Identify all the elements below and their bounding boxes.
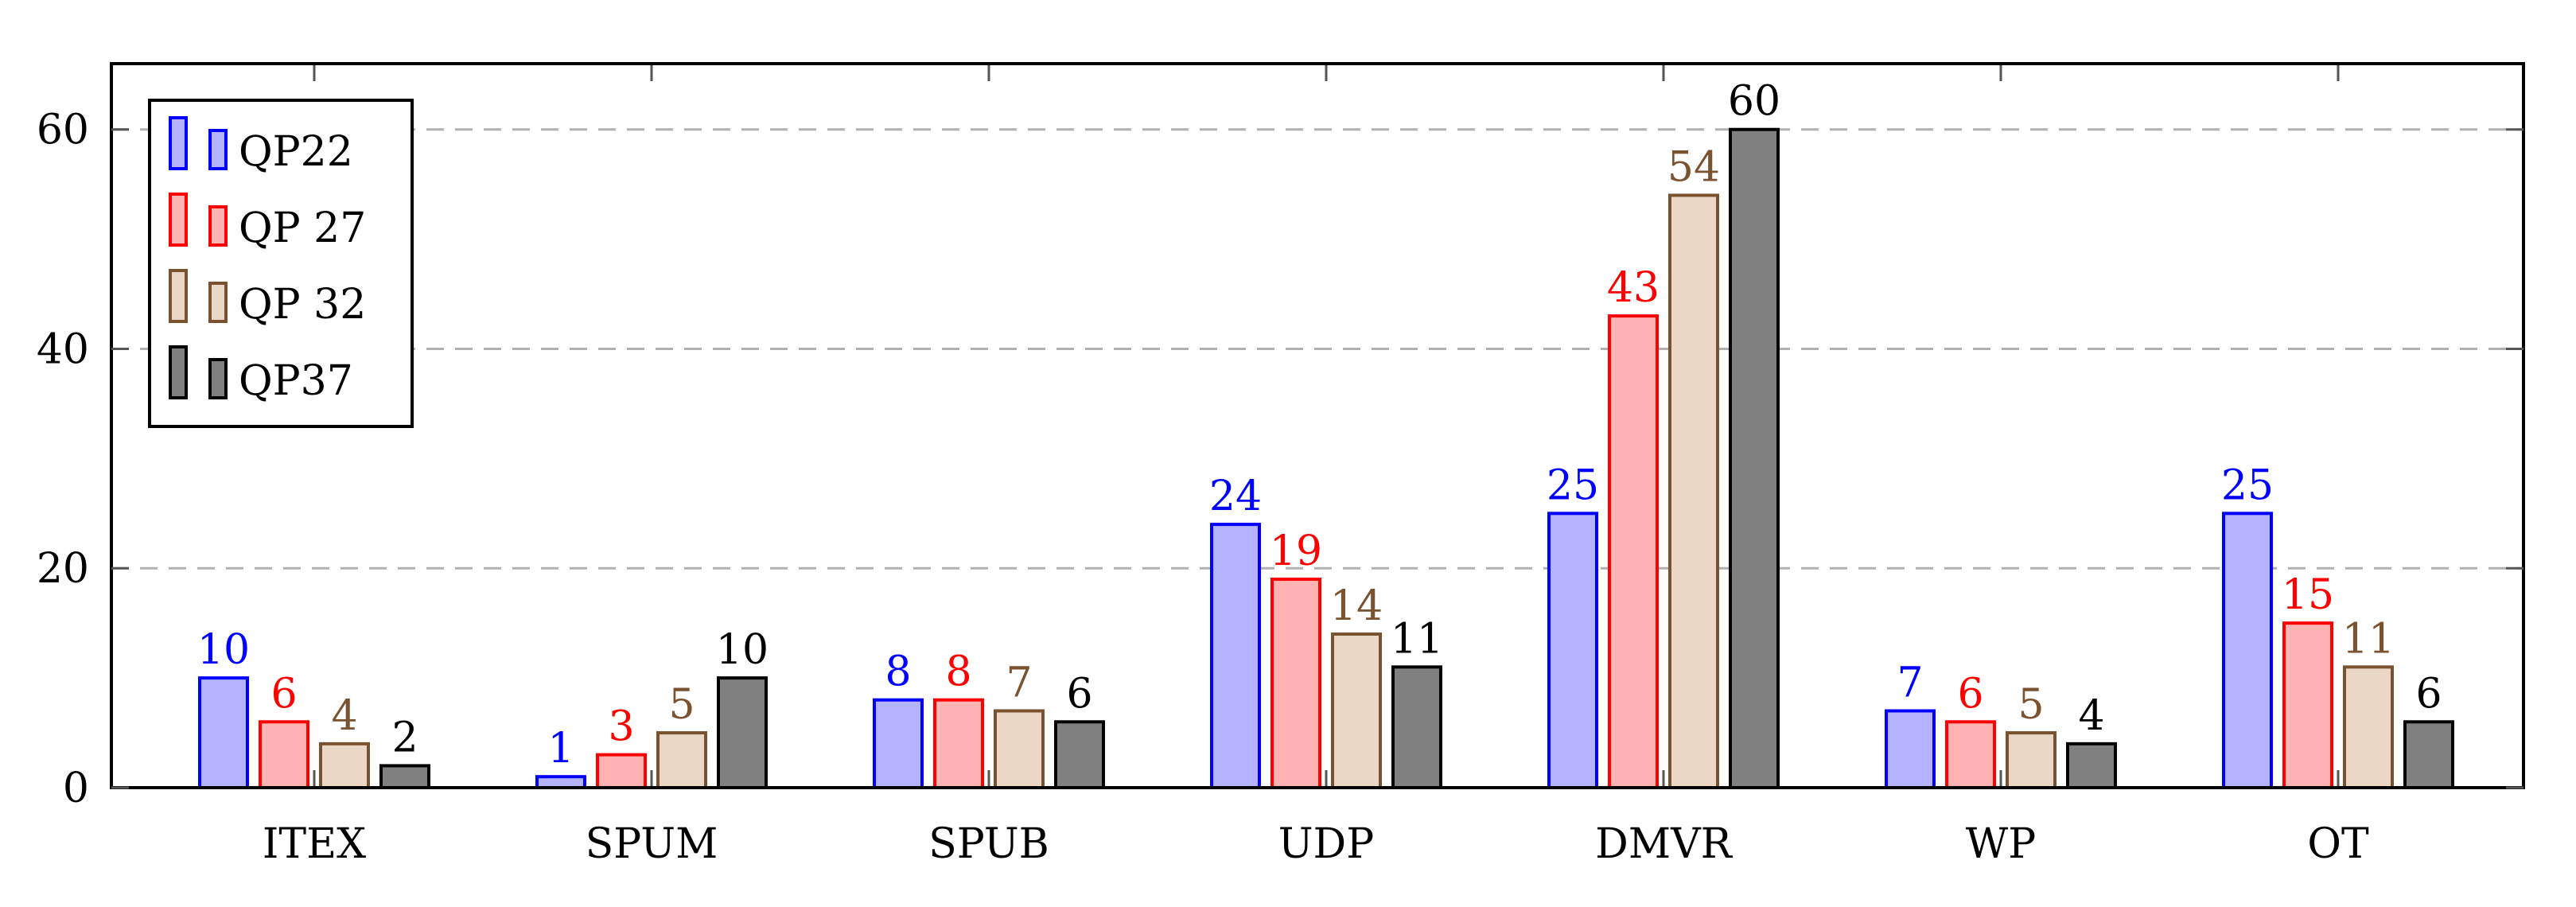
data-label: 6 (1957, 670, 1983, 718)
legend-swatch (208, 282, 228, 323)
bar-wp-series-1 (1885, 709, 1936, 790)
legend-item-4[interactable]: QP37 (169, 345, 353, 405)
data-label: 10 (197, 626, 250, 674)
data-label: 4 (2078, 692, 2104, 740)
data-label: 5 (668, 681, 695, 729)
data-label: 6 (270, 670, 297, 718)
data-label: 8 (885, 648, 911, 696)
bar-dmvr-series-2 (1608, 314, 1659, 789)
x-tick-label: SPUM (586, 820, 718, 868)
bar-wp-series-2 (1945, 720, 1996, 789)
legend-label: QP37 (239, 357, 353, 405)
data-label: 6 (1066, 670, 1092, 718)
legend-label: QP22 (239, 128, 353, 176)
data-label: 60 (1728, 78, 1780, 126)
x-tick-label: OT (2307, 820, 2369, 868)
bar-itex-series-4 (379, 764, 430, 790)
legend-swatch (169, 116, 188, 170)
data-label: 19 (1270, 527, 1322, 575)
data-label: 4 (331, 692, 357, 740)
x-tick-label: UDP (1278, 820, 1375, 868)
legend-item-3[interactable]: QP 32 (169, 269, 366, 329)
bar-spum-series-3 (656, 731, 707, 789)
data-label: 8 (945, 648, 971, 696)
bar-spub-series-1 (873, 698, 924, 789)
bar-spub-series-4 (1054, 720, 1105, 789)
legend-label: QP 27 (239, 204, 366, 252)
y-tick-label: 60 (37, 107, 89, 154)
bar-udp-series-3 (1331, 632, 1382, 790)
data-label: 15 (2282, 571, 2334, 619)
data-label: 24 (1209, 473, 1262, 520)
data-label: 7 (1897, 659, 1923, 707)
bar-wp-series-4 (2066, 742, 2117, 790)
data-label: 5 (2018, 681, 2044, 729)
y-tick-label: 20 (37, 545, 89, 593)
data-label: 10 (716, 626, 769, 674)
bar-spub-series-3 (994, 709, 1045, 790)
data-label: 6 (2415, 670, 2442, 718)
data-label: 11 (2342, 615, 2395, 663)
legend-item-2[interactable]: QP 27 (169, 193, 366, 252)
bar-dmvr-series-1 (1547, 512, 1598, 789)
bar-dmvr-series-4 (1729, 127, 1780, 789)
bar-itex-series-3 (319, 742, 370, 790)
bar-ot-series-1 (2222, 512, 2273, 789)
bar-ot-series-4 (2403, 720, 2454, 789)
y-tick-label: 0 (63, 765, 89, 812)
bar-itex-series-2 (259, 720, 309, 789)
legend-swatch (169, 269, 188, 323)
legend-swatch (169, 345, 188, 399)
data-label: 2 (391, 714, 418, 761)
data-label: 14 (1330, 582, 1383, 630)
y-tick-label: 40 (37, 325, 89, 373)
legend[interactable]: QP22 QP 27 QP 32 QP37 (148, 99, 414, 428)
data-label: 54 (1667, 143, 1720, 191)
data-label: 43 (1607, 264, 1660, 312)
bar-spum-series-1 (535, 775, 586, 789)
data-label: 1 (547, 725, 574, 773)
x-tick-label: ITEX (263, 820, 366, 868)
bar-udp-series-1 (1210, 523, 1261, 789)
legend-item-1[interactable]: QP22 (169, 116, 353, 176)
bars (198, 127, 2454, 790)
legend-box (148, 99, 414, 428)
data-label: 25 (2221, 461, 2274, 509)
data-label: 11 (1391, 615, 1443, 663)
data-label: 7 (1006, 659, 1032, 707)
bar-ot-series-2 (2282, 621, 2333, 789)
axes: 0 20 40 60 ITEX SPUM SPUB UDP DMVR WP OT (37, 62, 2525, 868)
data-label: 25 (1547, 461, 1599, 509)
legend-swatch (208, 358, 228, 399)
bar-spub-series-2 (933, 698, 984, 789)
grid (111, 128, 2523, 570)
bar-udp-series-4 (1391, 665, 1442, 789)
bar-spum-series-4 (717, 676, 768, 789)
plot-frame (110, 62, 2525, 789)
x-tick-label: DMVR (1595, 820, 1733, 868)
x-tick-label: SPUB (928, 820, 1049, 868)
legend-label: QP 32 (239, 281, 366, 329)
legend-swatch (208, 205, 228, 247)
bar-spum-series-2 (596, 753, 647, 789)
bar-ot-series-3 (2343, 665, 2394, 789)
x-tick-label: WP (1966, 820, 2036, 868)
data-label: 3 (608, 703, 634, 751)
legend-swatch (169, 193, 188, 247)
bar-dmvr-series-3 (1668, 193, 1719, 790)
legend-swatch (208, 129, 228, 170)
bar-itex-series-1 (198, 676, 249, 789)
x-tick-marks (313, 64, 2340, 788)
bar-udp-series-2 (1270, 578, 1321, 789)
bar-wp-series-3 (2006, 731, 2057, 789)
